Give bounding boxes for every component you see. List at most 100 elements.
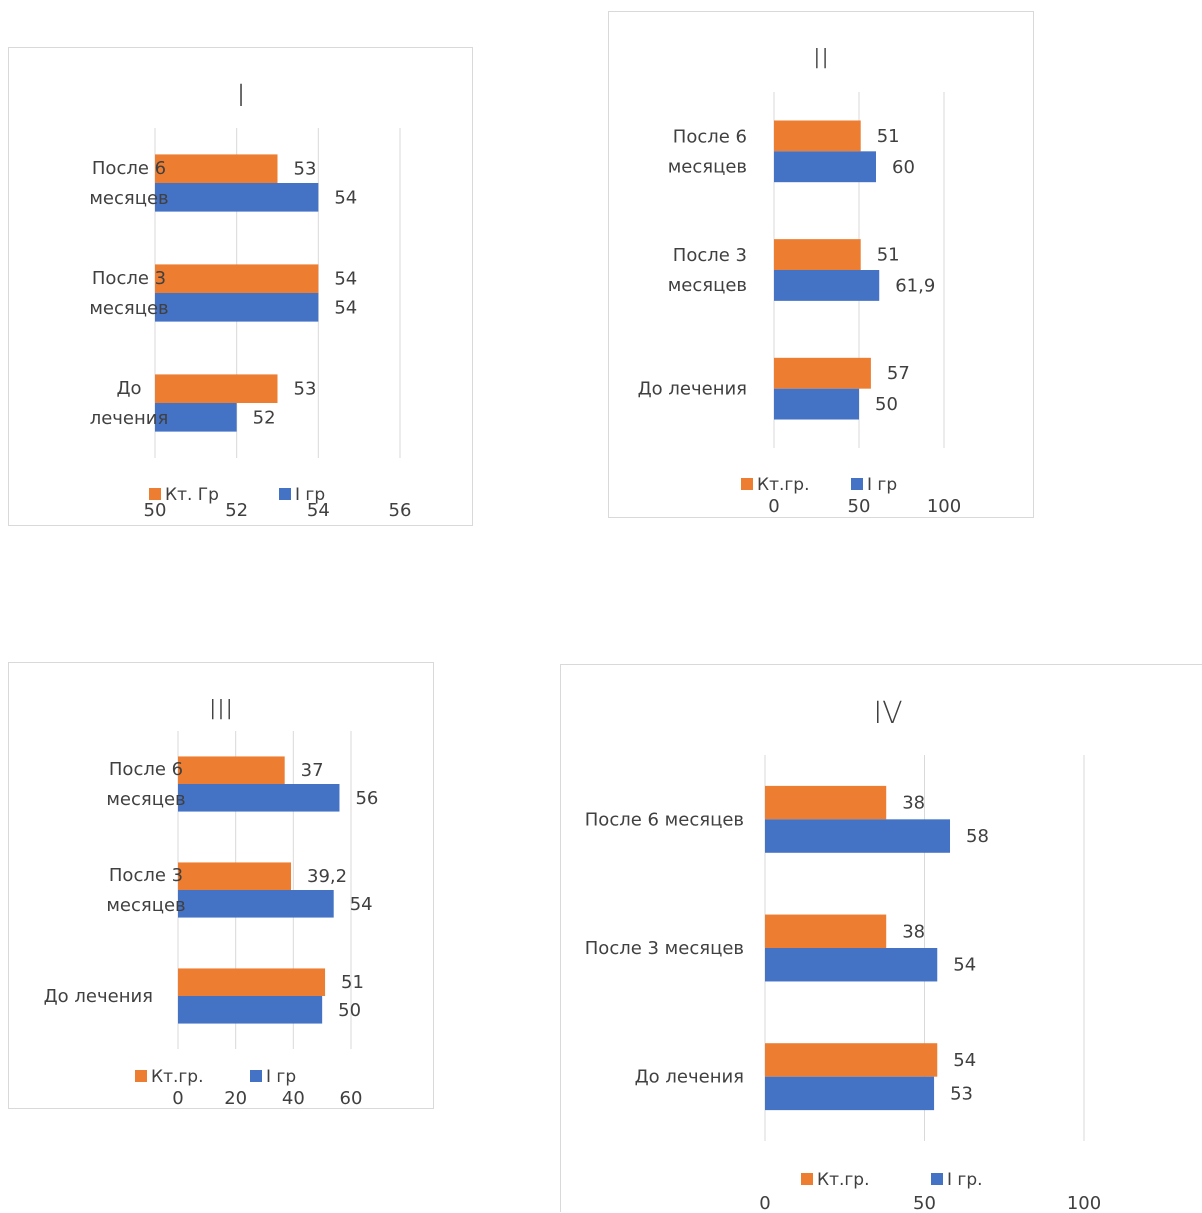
category-label: месяцев — [668, 275, 747, 296]
category-label: месяцев — [668, 156, 747, 177]
category-label: После 3 — [109, 865, 183, 886]
bar — [155, 403, 237, 432]
category-label: месяцев — [89, 188, 168, 209]
x-tick-label: 54 — [307, 500, 330, 521]
legend-swatch — [149, 488, 161, 500]
chart-title: I — [237, 79, 246, 114]
legend-label: Кт.гр. — [151, 1067, 204, 1087]
bar — [774, 151, 876, 183]
category-label: До — [116, 378, 141, 399]
bar — [765, 948, 938, 982]
bar — [774, 388, 859, 420]
x-tick-label: 0 — [172, 1088, 183, 1109]
bar — [765, 914, 887, 948]
category-label: лечения — [90, 408, 169, 429]
x-tick-label: 52 — [225, 500, 248, 521]
category-label: После 6 месяцев — [585, 809, 744, 830]
bar — [155, 154, 278, 183]
legend-label: I гр — [867, 475, 897, 495]
data-label: 54 — [953, 955, 976, 976]
category-label: месяцев — [89, 298, 168, 319]
bar — [155, 264, 319, 293]
category-label: месяцев — [106, 789, 185, 810]
bar — [155, 293, 319, 322]
category-label: До лечения — [635, 1067, 744, 1088]
x-tick-label: 0 — [768, 496, 779, 517]
legend-label: Кт.гр. — [757, 475, 810, 495]
bar — [765, 1076, 935, 1111]
legend-swatch — [279, 488, 291, 500]
bar — [155, 374, 278, 403]
data-label: 50 — [875, 394, 898, 415]
data-label: 53 — [294, 159, 317, 180]
bar — [178, 756, 285, 784]
chart-ii-svg: II 0 50 100 57 50 До лечения 51 61,9 После 3 месяц… — [638, 42, 962, 517]
x-tick-label: 60 — [340, 1088, 363, 1109]
x-tick-label: 100 — [927, 496, 961, 517]
category-label: месяцев — [106, 895, 185, 916]
data-label: 53 — [950, 1083, 973, 1104]
chart-iv-svg: IV 0 50 100 54 53 До лечения 38 54 После 3 месяце… — [585, 696, 1101, 1213]
data-label: 54 — [334, 269, 357, 290]
data-label: 51 — [341, 972, 364, 993]
bar — [765, 1043, 938, 1077]
x-tick-label: 50 — [848, 496, 871, 517]
legend-label: I гр — [295, 485, 325, 505]
bar — [178, 862, 292, 890]
chart-i: I 50 52 54 56 53 52 До лечения 54 54 После 3 месяцев… — [8, 47, 473, 526]
data-label: 54 — [953, 1050, 976, 1071]
category-label: После 3 — [673, 245, 747, 266]
data-label: 54 — [334, 297, 357, 318]
legend-swatch — [851, 478, 863, 490]
data-label: 53 — [294, 379, 317, 400]
x-tick-label: 20 — [224, 1088, 247, 1109]
chart-ii: II 0 50 100 57 50 До лечения 51 61,9 После 3 месяц… — [608, 11, 1034, 518]
chart-title: IV — [873, 696, 902, 731]
data-label: 52 — [253, 407, 276, 428]
category-label: После 6 — [673, 126, 747, 147]
legend-swatch — [741, 478, 753, 490]
chart-title: II — [813, 42, 830, 75]
data-label: 50 — [338, 1000, 361, 1021]
chart-i-svg: I 50 52 54 56 53 52 До лечения 54 54 После 3 месяцев… — [89, 79, 412, 521]
bar — [178, 784, 340, 812]
data-label: 58 — [966, 826, 989, 847]
category-label: После 6 — [109, 759, 183, 780]
bar — [765, 785, 887, 820]
bar — [774, 120, 861, 152]
bar — [774, 270, 880, 301]
bar — [178, 996, 323, 1024]
x-tick-label: 50 — [144, 500, 167, 521]
legend-label: I гр — [266, 1067, 296, 1087]
x-tick-label: 100 — [1067, 1193, 1101, 1213]
chart-iv: IV 0 50 100 54 53 До лечения 38 54 После 3 месяце… — [560, 664, 1202, 1213]
x-tick-label: 56 — [389, 500, 412, 521]
category-label: До лечения — [638, 379, 747, 400]
legend-label: Кт. Гр — [165, 485, 219, 505]
chart-iii-svg: III 0 20 40 60 51 50 До лечения 39,254 После 3 мес… — [44, 693, 379, 1109]
category-label: До лечения — [44, 986, 153, 1007]
data-label: 38 — [902, 793, 925, 814]
legend-swatch — [931, 1173, 943, 1185]
legend-label: I гр. — [947, 1170, 983, 1190]
chart-title: III — [209, 693, 234, 726]
data-label: 56 — [355, 788, 378, 809]
x-tick-label: 40 — [282, 1088, 305, 1109]
data-label: 54 — [334, 187, 357, 208]
legend-swatch — [135, 1070, 147, 1082]
data-label: 57 — [887, 363, 910, 384]
x-tick-label: 0 — [759, 1193, 770, 1213]
category-label: После 6 — [92, 158, 166, 179]
legend-label: Кт.гр. — [817, 1170, 870, 1190]
data-label: 39,2 — [307, 866, 347, 887]
legend-swatch — [250, 1070, 262, 1082]
chart-iii: III 0 20 40 60 51 50 До лечения 39,2 54 После 3 мес… — [8, 662, 434, 1109]
data-label: 51 — [877, 126, 900, 147]
data-label: 51 — [877, 245, 900, 266]
data-label: 37 — [301, 760, 324, 781]
data-label: 38 — [902, 921, 925, 942]
bar — [774, 239, 861, 270]
x-tick-label: 50 — [913, 1193, 936, 1213]
bar — [178, 968, 326, 996]
data-label: 61,9 — [895, 275, 935, 296]
